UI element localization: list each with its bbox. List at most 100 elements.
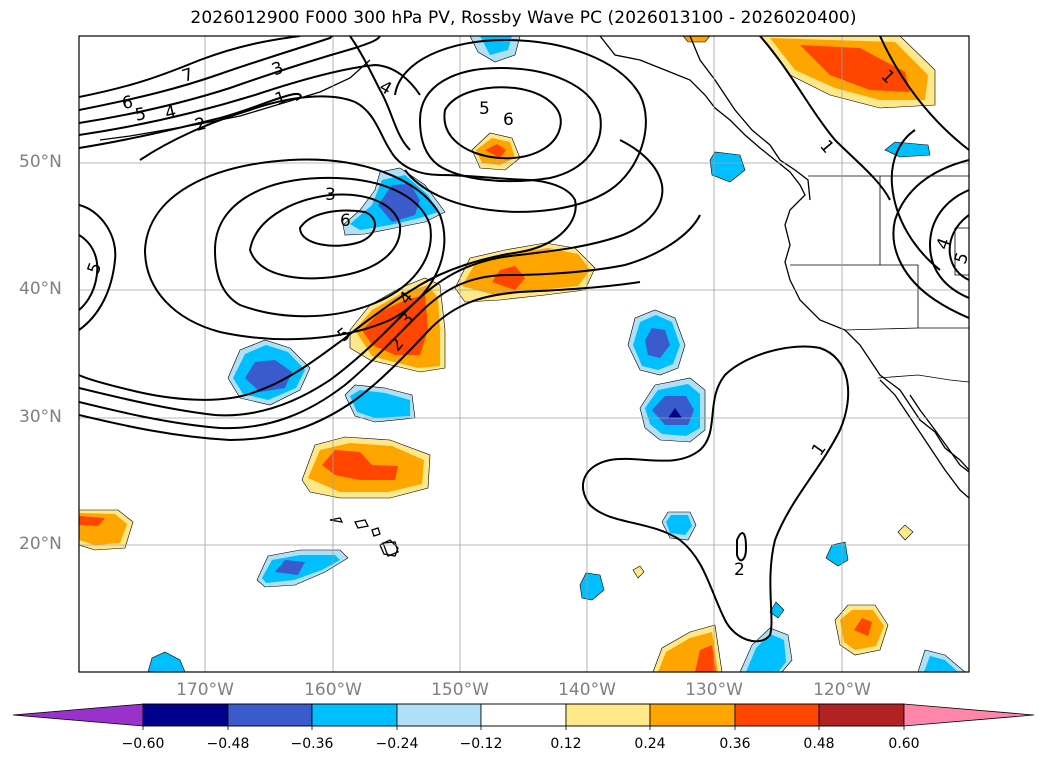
lon-label-130w: 130°W	[685, 680, 743, 700]
political-borders	[790, 175, 969, 383]
colorbar-swatch	[818, 703, 905, 727]
shade-blob-blue-34n	[227, 339, 311, 406]
shade-blob-tiny-orange	[632, 565, 645, 579]
colorbar-swatch	[142, 703, 229, 727]
colorbar-tick-label: 0.12	[550, 736, 582, 752]
colorbar-tick-label: −0.36	[290, 736, 334, 752]
shade-blob-orange-22n-west	[79, 509, 134, 551]
contour-5-center	[443, 86, 562, 160]
contour-label: 5	[134, 104, 148, 126]
colorbar-swatch	[565, 703, 651, 727]
shade-blob-small-orange-top	[682, 36, 711, 43]
contour-1b	[79, 139, 664, 417]
colorbar-tick-label: −0.24	[375, 736, 419, 752]
shade-blob-blue-19n	[825, 541, 849, 567]
colorbar-tick-label: 0.36	[719, 736, 751, 752]
shade-blob-blue-bottom-center	[739, 601, 793, 672]
alaska-coast	[599, 36, 969, 471]
contour-ne-d	[928, 189, 969, 299]
colorbar-swatch	[734, 703, 820, 727]
contour-label: 3	[325, 185, 336, 205]
pv-shading	[79, 36, 966, 672]
state-border-3	[844, 327, 919, 331]
colorbar-swatch	[649, 703, 736, 727]
us-mexico-border	[877, 374, 969, 383]
colorbar-swatch	[396, 703, 482, 727]
contour-5-far-west	[79, 204, 117, 331]
shade-blob-orange-41n	[454, 242, 596, 303]
contour-6-west	[298, 209, 376, 247]
contour-label: 2	[734, 560, 745, 580]
colorbar-tick-label: 0.60	[888, 736, 920, 752]
contour-label: 5	[479, 99, 490, 119]
colorbar-tick-label: −0.12	[459, 736, 503, 752]
lon-label-120w: 120°W	[813, 680, 871, 700]
aleutian-coast	[99, 59, 371, 141]
contour-label: 5	[951, 250, 973, 267]
contour-1-ne-b	[879, 36, 969, 151]
colorbar-ticks	[142, 726, 905, 730]
contour-7-nw	[79, 36, 301, 98]
contour-ne-c	[892, 159, 969, 319]
colorbar-tick-label: 0.48	[803, 736, 835, 752]
colorbar-tick-label: 0.24	[634, 736, 666, 752]
shade-blob-red-37n	[349, 277, 446, 373]
lat-label-50n: 50°N	[19, 152, 62, 172]
hawaii-main	[379, 539, 399, 557]
shade-blob-blue-35n-east	[627, 309, 686, 376]
contour-ne-f	[890, 129, 941, 271]
shade-blob-orange-14n	[834, 604, 889, 656]
shade-blob-blue-30n-east	[639, 377, 706, 443]
contour-sw-inner	[79, 234, 99, 311]
map-background	[79, 36, 969, 672]
lon-label-170w: 170°W	[176, 680, 234, 700]
colorbar-under-triangle	[12, 703, 144, 727]
contour-label: 4	[163, 102, 178, 124]
map-frame	[78, 35, 970, 673]
coastlines	[99, 36, 969, 557]
contour-1-west	[143, 158, 446, 341]
shade-blob-tiny-orange-21n	[897, 524, 914, 541]
shade-blob-orange-25n	[301, 436, 431, 499]
colorbar-tick-label: −0.60	[121, 736, 165, 752]
colorbar-swatch	[227, 703, 313, 727]
contour-2-nw	[79, 92, 302, 149]
contour-4-center	[394, 38, 647, 213]
lon-label-160w: 160°W	[304, 680, 362, 700]
lon-label-150w: 150°W	[431, 680, 489, 700]
contour-label: 6	[340, 211, 351, 231]
shade-blob-blue-21n	[661, 511, 697, 541]
baja-coast	[879, 379, 969, 499]
plot-title: 2026012900 F000 300 hPa PV, Rossby Wave …	[190, 8, 857, 28]
contour-4-nw	[79, 63, 421, 136]
contour-ne-e	[948, 214, 969, 281]
shade-blob-blue-coast	[709, 151, 746, 183]
colorbar-swatch	[311, 703, 398, 727]
contour-1-se	[581, 345, 850, 643]
lat-label-40n: 40°N	[19, 279, 62, 299]
contour-label: 6	[503, 110, 514, 130]
lat-label-20n: 20°N	[19, 534, 62, 554]
contour-label: 6	[121, 92, 135, 114]
contour-5-nw	[79, 36, 381, 124]
state-border-1	[790, 264, 969, 329]
contour-label: 2	[193, 114, 209, 136]
contour-3-center	[349, 36, 411, 151]
lon-label-140w: 140°W	[558, 680, 616, 700]
colorbar-over-triangle	[903, 703, 1035, 727]
colorbar-tick-label: −0.48	[206, 736, 250, 752]
shade-blob-blue-18n	[256, 549, 349, 588]
colorbar-swatch	[480, 703, 567, 727]
contour-1-ne	[759, 36, 891, 201]
contour-6-center	[418, 66, 602, 183]
contour-3-low	[79, 281, 641, 442]
shade-blob-blue-bottom-left	[147, 651, 186, 672]
pv-contours	[79, 36, 969, 643]
bc-coast	[689, 36, 811, 201]
shade-blob-blue-bottom-right	[917, 649, 966, 672]
shade-blob-blue-17n	[579, 572, 605, 601]
gulf-california	[909, 394, 969, 473]
contour-1-main	[79, 95, 577, 401]
contour-2-low	[79, 214, 701, 430]
